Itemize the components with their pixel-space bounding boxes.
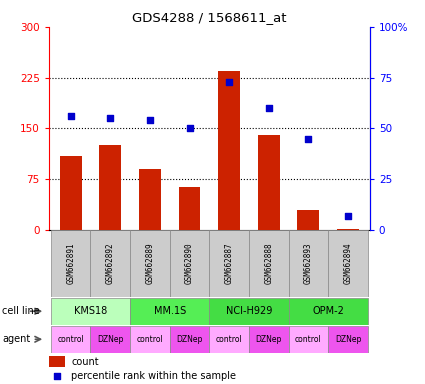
Bar — [218, 71, 240, 230]
Bar — [249, 230, 289, 297]
Text: percentile rank within the sample: percentile rank within the sample — [71, 371, 236, 381]
Text: GSM662888: GSM662888 — [264, 243, 273, 285]
Text: DZNep: DZNep — [97, 335, 124, 344]
Text: agent: agent — [2, 334, 30, 344]
Bar — [60, 156, 82, 230]
Bar — [328, 230, 368, 297]
Bar — [170, 230, 210, 297]
Bar — [210, 298, 289, 325]
Bar — [289, 298, 368, 325]
Point — [186, 125, 193, 131]
Point — [147, 117, 153, 123]
Bar — [328, 326, 368, 353]
Bar — [298, 210, 319, 230]
Point — [67, 113, 74, 119]
Point — [265, 105, 272, 111]
Bar — [130, 326, 170, 353]
Text: GSM662891: GSM662891 — [66, 243, 75, 285]
Point — [107, 115, 113, 121]
Bar — [289, 326, 328, 353]
Text: NCI-H929: NCI-H929 — [226, 306, 272, 316]
Bar — [91, 230, 130, 297]
Text: GSM662894: GSM662894 — [343, 243, 352, 285]
Text: GSM662890: GSM662890 — [185, 243, 194, 285]
Text: control: control — [136, 335, 163, 344]
Bar — [210, 326, 249, 353]
Text: GSM662887: GSM662887 — [225, 243, 234, 285]
Bar — [249, 326, 289, 353]
Text: GSM662889: GSM662889 — [145, 243, 154, 285]
Title: GDS4288 / 1568611_at: GDS4288 / 1568611_at — [132, 11, 286, 24]
Bar — [91, 326, 130, 353]
Bar — [139, 169, 161, 230]
Bar — [130, 298, 210, 325]
Point — [54, 373, 60, 379]
Text: control: control — [57, 335, 84, 344]
Text: DZNep: DZNep — [255, 335, 282, 344]
Text: MM.1S: MM.1S — [153, 306, 186, 316]
Bar — [130, 230, 170, 297]
Bar — [178, 187, 201, 230]
Point — [226, 79, 232, 85]
Text: OPM-2: OPM-2 — [312, 306, 344, 316]
Bar — [289, 230, 328, 297]
Bar — [99, 146, 121, 230]
Bar — [51, 298, 130, 325]
Text: GSM662892: GSM662892 — [106, 243, 115, 285]
Bar — [49, 356, 65, 367]
Bar — [170, 326, 210, 353]
Text: KMS18: KMS18 — [74, 306, 107, 316]
Point — [345, 213, 351, 219]
Text: GSM662893: GSM662893 — [304, 243, 313, 285]
Bar — [51, 326, 91, 353]
Text: DZNep: DZNep — [176, 335, 203, 344]
Text: count: count — [71, 357, 99, 367]
Text: DZNep: DZNep — [335, 335, 361, 344]
Point — [305, 136, 312, 142]
Text: control: control — [216, 335, 243, 344]
Bar — [51, 230, 91, 297]
Bar — [258, 135, 280, 230]
Text: cell line: cell line — [2, 306, 40, 316]
Bar — [210, 230, 249, 297]
Text: control: control — [295, 335, 322, 344]
Bar — [337, 228, 359, 230]
